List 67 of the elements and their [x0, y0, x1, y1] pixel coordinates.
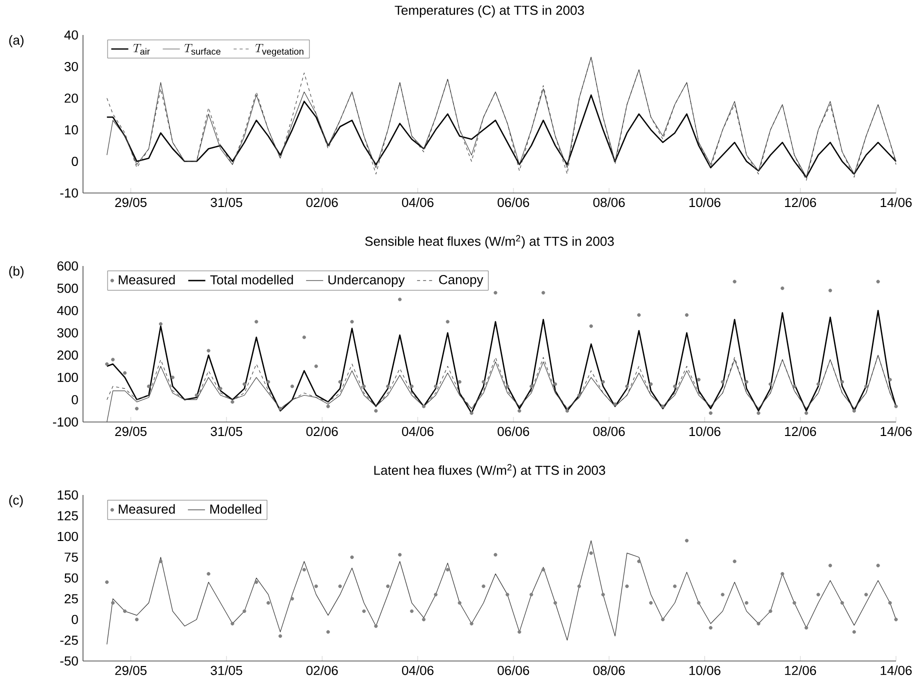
- y-tick-label: 0: [72, 395, 78, 404]
- x-tick-label: 10/06: [689, 426, 720, 436]
- legend-label: Measured: [118, 504, 175, 514]
- x-tick-label: 02/06: [306, 198, 338, 208]
- y-tick-label: 10: [65, 125, 78, 134]
- x-tick-label: 12/06: [785, 426, 816, 436]
- x-tick-label: 04/06: [402, 198, 434, 208]
- x-tick-label: 31/05: [210, 666, 242, 676]
- x-tick-label: 10/06: [689, 666, 720, 676]
- line-series: [106, 310, 897, 414]
- legend-label: Canopy: [439, 275, 484, 287]
- x-tick-label: 31/05: [210, 426, 242, 436]
- y-tick-label: 20: [64, 94, 78, 103]
- y-tick-label: 50: [64, 573, 78, 583]
- y-tick-label: 300: [57, 328, 78, 338]
- x-tick-label: 14/06: [880, 198, 912, 208]
- x-tick-label: 29/05: [115, 426, 147, 436]
- y-tick-label: 150: [58, 490, 78, 500]
- x-tick-label: 08/06: [593, 426, 625, 436]
- y-tick-label: -25: [60, 636, 78, 645]
- legend-label: Modelled: [210, 504, 262, 514]
- x-tick-label: 14/06: [880, 426, 912, 436]
- x-tick-label: 06/06: [498, 198, 530, 208]
- x-tick-label: 14/06: [880, 666, 912, 676]
- legend-label: Total modelled: [210, 274, 293, 284]
- y-tick-label: 125: [58, 511, 78, 520]
- text: (c): [9, 495, 23, 508]
- legend-label: Undercanopy: [328, 274, 405, 287]
- x-tick-label: 06/06: [498, 426, 530, 436]
- text: (b): [9, 266, 24, 278]
- x-tick-label: 29/05: [115, 666, 147, 676]
- legend-label: Measured: [118, 274, 175, 284]
- y-tick-label: 200: [57, 350, 78, 360]
- x-tick-label: 29/05: [115, 198, 147, 208]
- y-tick-label: 0: [72, 614, 78, 624]
- x-tick-label: 06/06: [498, 666, 530, 676]
- legend-label: $T_{\mathrm{surface}}$: [184, 44, 220, 55]
- x-tick-label: 08/06: [593, 198, 625, 208]
- chart-title: Sensible heat fluxes (W/m$^{2}$) at TTS in 2003: [365, 235, 614, 248]
- y-tick-label: 100: [58, 532, 78, 542]
- x-tick-label: 12/06: [785, 198, 816, 208]
- x-tick-label: 04/06: [402, 426, 434, 436]
- legend-label: $T_{\mathrm{air}}$: [133, 44, 150, 55]
- chart-title: Latent hea fluxes (W/m$^{2}$) at TTS in 2003: [374, 464, 606, 478]
- x-tick-label: 08/06: [593, 666, 625, 676]
- x-tick-label: 12/06: [785, 666, 816, 676]
- y-tick-label: 40: [64, 30, 78, 40]
- y-tick-label: 600: [57, 261, 78, 271]
- y-tick-label: -50: [60, 656, 78, 666]
- y-tick-label: 30: [64, 62, 78, 72]
- x-tick-label: 04/06: [402, 666, 434, 676]
- y-tick-label: 100: [58, 372, 78, 382]
- x-tick-label: 10/06: [689, 198, 720, 208]
- chart-title: Temperatures (C) at TTS in 2003: [394, 5, 584, 18]
- y-tick-label: 500: [57, 284, 78, 293]
- x-tick-label: 31/05: [210, 198, 242, 208]
- y-tick-label: 75: [64, 552, 78, 562]
- text: (a): [9, 35, 24, 48]
- line-series: [106, 94, 897, 178]
- x-tick-label: 02/06: [306, 666, 338, 676]
- x-tick-label: 02/06: [306, 426, 338, 436]
- y-tick-label: 0: [72, 156, 78, 166]
- legend-label: $T_{\mathrm{vegetation}}$: [255, 44, 304, 56]
- y-tick-label: 400: [57, 306, 78, 316]
- y-tick-label: 25: [64, 594, 78, 604]
- y-tick-label: -100: [53, 417, 78, 427]
- y-tick-label: -10: [60, 188, 78, 198]
